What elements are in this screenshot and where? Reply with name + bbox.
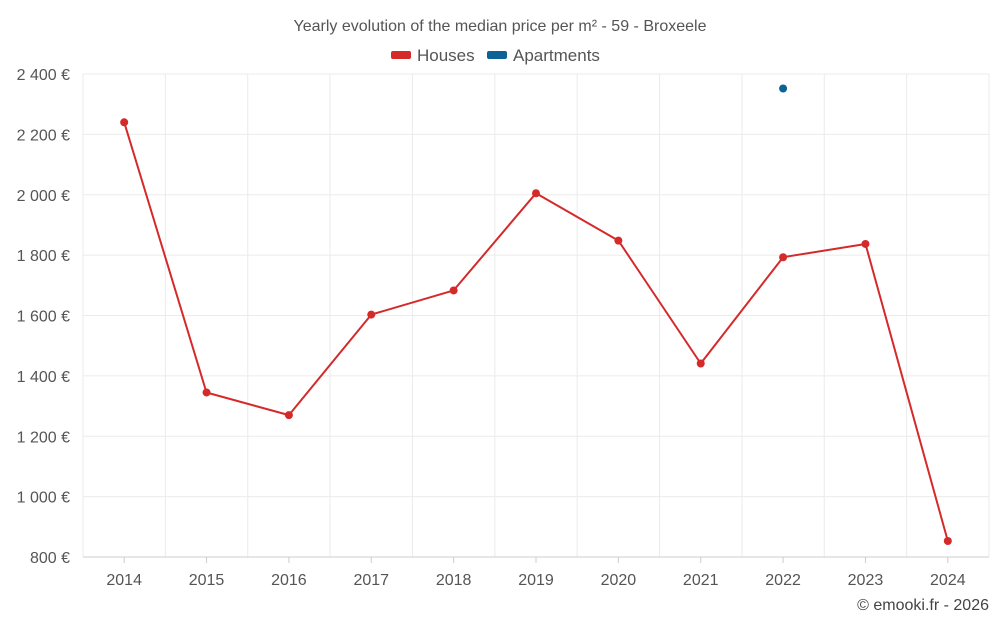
x-tick-label: 2014 — [106, 572, 142, 589]
data-point-houses-2017[interactable] — [367, 310, 376, 319]
credit-text: © emooki.fr - 2026 — [857, 597, 989, 614]
data-point-houses-2020[interactable] — [614, 236, 623, 245]
legend-label-houses[interactable]: Houses — [417, 46, 475, 65]
data-point-houses-2015[interactable] — [202, 388, 211, 397]
y-tick-label: 1 000 € — [17, 490, 70, 507]
chart-title: Yearly evolution of the median price per… — [294, 18, 707, 35]
x-tick-label: 2024 — [930, 572, 966, 589]
data-point-apartments-2022[interactable] — [779, 84, 788, 93]
y-tick-label: 1 800 € — [17, 248, 70, 265]
y-tick-label: 2 200 € — [17, 127, 70, 144]
x-tick-label: 2017 — [353, 572, 389, 589]
x-tick-label: 2023 — [848, 572, 884, 589]
x-tick-label: 2020 — [601, 572, 637, 589]
data-point-houses-2022[interactable] — [779, 253, 788, 262]
x-tick-label: 2021 — [683, 572, 719, 589]
y-tick-label: 2 400 € — [17, 67, 70, 84]
data-point-houses-2018[interactable] — [449, 286, 458, 295]
data-point-houses-2021[interactable] — [696, 359, 705, 368]
y-axis: 800 € 1 000 € 1 200 € 1 400 € 1 600 € 1 800 €… — [17, 67, 70, 567]
x-tick-label: 2016 — [271, 572, 307, 589]
x-tick-label: 2015 — [189, 572, 225, 589]
data-point-houses-2024[interactable] — [943, 537, 952, 546]
y-tick-label: 1 400 € — [17, 369, 70, 386]
data-point-houses-2023[interactable] — [861, 239, 870, 248]
legend-swatch-apartments — [487, 51, 507, 59]
legend-swatch-houses — [391, 51, 411, 59]
x-tick-label: 2018 — [436, 572, 472, 589]
gridlines — [82, 73, 990, 557]
x-axis: 2014 2015 2016 2017 2018 2019 2020 2021 2022 2023… — [83, 556, 989, 589]
series-layer — [120, 84, 952, 546]
legend: Houses Apartments — [391, 46, 600, 65]
data-point-houses-2019[interactable] — [532, 189, 540, 198]
legend-label-apartments[interactable]: Apartments — [513, 46, 600, 65]
data-point-houses-2016[interactable] — [284, 411, 293, 420]
y-tick-label: 2 000 € — [17, 188, 70, 205]
y-tick-label: 1 200 € — [17, 429, 70, 446]
x-tick-label: 2022 — [765, 572, 801, 589]
x-tick-label: 2019 — [518, 572, 554, 589]
data-point-houses-2014[interactable] — [120, 118, 129, 127]
y-tick-label: 800 € — [30, 550, 70, 567]
y-tick-label: 1 600 € — [17, 309, 70, 326]
